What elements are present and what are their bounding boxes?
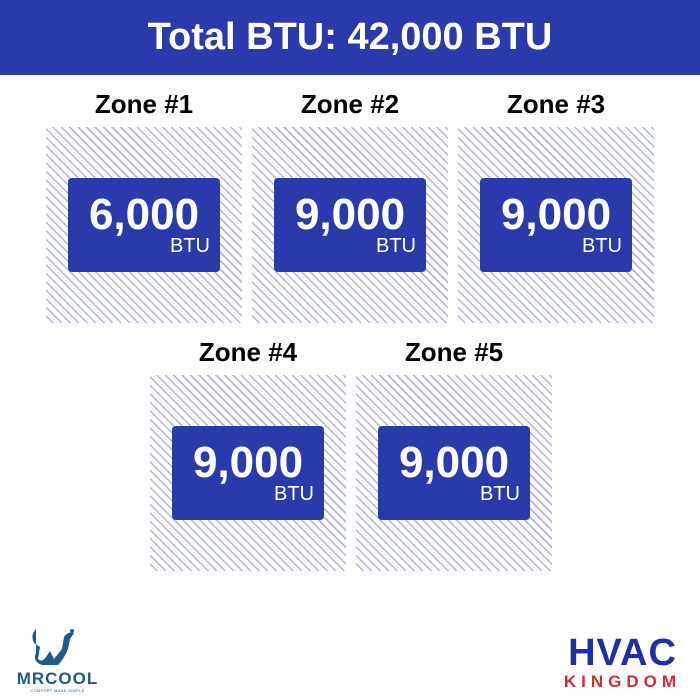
btu-value: 9,000 <box>500 190 612 239</box>
zone-label: Zone #4 <box>198 337 298 367</box>
btu-value: 9,000 <box>294 190 406 239</box>
mrcool-wordmark: MRCOOL <box>16 669 99 688</box>
btu-value: 9,000 <box>192 438 304 487</box>
zone-label: Zone #2 <box>300 89 400 119</box>
btu-value: 9,000 <box>398 438 510 487</box>
btu-unit: BTU <box>274 483 314 505</box>
zone-label: Zone #5 <box>404 337 504 367</box>
mrcool-tagline: COMFORT MADE SIMPLE <box>30 688 85 693</box>
btu-unit: BTU <box>582 235 622 257</box>
btu-unit: BTU <box>170 235 210 257</box>
btu-card: 9,000 BTU <box>378 426 530 520</box>
btu-card: 9,000 BTU <box>172 426 324 520</box>
zone-label: Zone #3 <box>506 89 606 119</box>
btu-unit: BTU <box>480 483 520 505</box>
btu-unit: BTU <box>376 235 416 257</box>
btu-card: 6,000 BTU <box>68 178 220 272</box>
total-btu-title: Total BTU: 42,000 BTU <box>147 16 553 58</box>
btu-card: 9,000 BTU <box>274 178 426 272</box>
hvac-wordmark: HVAC <box>568 632 677 674</box>
mrcool-logo: MRCOOL COMFORT MADE SIMPLE <box>10 625 105 693</box>
hvac-kingdom-logo: HVAC KINGDOM <box>560 632 685 693</box>
bear-icon <box>32 629 74 665</box>
btu-value: 6,000 <box>88 190 200 239</box>
total-btu-header: Total BTU: 42,000 BTU <box>0 0 700 75</box>
zone-label: Zone #1 <box>94 89 194 119</box>
btu-card: 9,000 BTU <box>480 178 632 272</box>
kingdom-wordmark: KINGDOM <box>563 672 682 691</box>
